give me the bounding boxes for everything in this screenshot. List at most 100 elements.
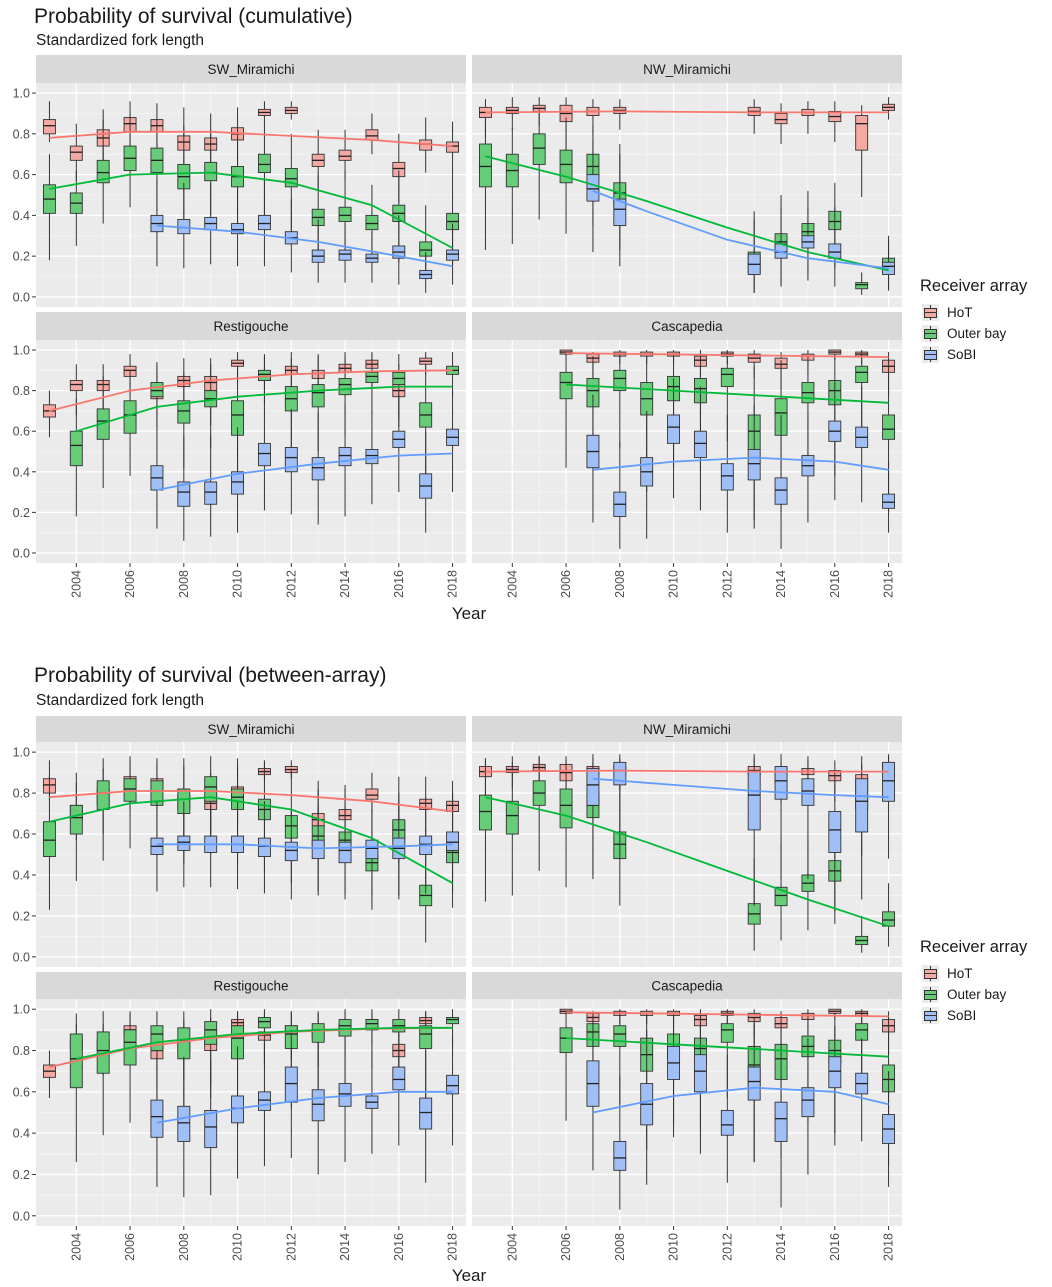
box-sobi [801,778,815,806]
y-tick-label: 0.8 [13,384,30,398]
panel-restigouche: Restigouche 0.0 0.2 0.4 0.6 0.8 1.0 2004 2006 200… [13,312,466,598]
x-axis-label: Year [452,1266,487,1285]
legend-item-sobi: SoBI [920,1005,1027,1026]
legend-item-hot: HoT [920,963,1027,984]
box-outer-bay [365,214,379,231]
facet-label: Cascapedia [651,979,723,994]
box-outer-bay [311,1023,325,1043]
chart-title: Probability of survival (cumulative) [34,5,353,28]
trend-line-sobi [592,456,889,471]
box-outer-bay [855,1023,869,1041]
box-sobi [257,837,271,857]
x-tick-label: 2006 [559,570,573,598]
chart-plot-area: SW_Miramichi 0.0 0.2 0.4 0.6 0.8 1.0 NW_Miramic… [13,55,902,623]
box-outer-bay [365,1019,379,1031]
trend-line-hot [49,130,453,147]
box-hot [69,380,83,392]
trend-line-sobi [592,1086,889,1114]
box-sobi [365,839,379,860]
box-sobi [446,1074,460,1095]
x-tick-label: 2014 [338,1233,352,1261]
box-sobi [177,1105,191,1142]
y-tick-label: 1.0 [13,746,30,760]
x-tick-label: 2004 [69,570,83,598]
box-sobi [613,198,627,227]
box-sobi [613,761,627,786]
chart-plot-area: SW_Miramichi 0.0 0.2 0.4 0.6 0.8 1.0 NW_Miramic… [13,716,902,1285]
y-tick-label: 0.8 [13,127,30,141]
facet-strip [36,55,466,83]
box-sobi [311,457,325,481]
box-sobi [257,214,271,231]
legend-key-outer-bay [922,986,939,1003]
legend-label-sobi: SoBI [947,1008,977,1023]
box-outer-bay [150,1025,164,1051]
y-tick-label: 0.2 [13,909,30,923]
y-tick-label: 1.0 [13,344,30,358]
panel-nw-miramichi: NW_Miramichi [472,716,902,967]
y-tick-label: 0.2 [13,250,30,264]
x-axis-label: Year [452,604,487,623]
facet-label: SW_Miramichi [207,722,294,737]
x-tick-label: 2004 [69,1233,83,1261]
box-sobi [720,463,734,491]
facet-strip [472,716,902,742]
x-tick-label: 2006 [123,570,137,598]
trend-line-hot [485,769,889,773]
facet-label: Restigouche [213,319,288,334]
box-sobi [338,446,352,467]
facet-strip [36,312,466,340]
facet-label: Cascapedia [651,319,723,334]
legend: Receiver array HoT Outer bay SoBI [920,938,1027,1026]
y-tick-label: 0.2 [13,1168,30,1182]
x-tick-label: 2010 [231,1233,245,1261]
y-tick-label: 0.8 [13,1044,30,1058]
y-tick-label: 0.4 [13,868,30,882]
trend-line-hot [485,110,889,114]
box-outer-bay [177,400,191,424]
box-sobi [204,481,218,505]
box-sobi [419,1097,433,1130]
box-sobi [284,841,298,862]
legend-title: Receiver array [920,277,1028,295]
box-sobi [284,1066,298,1103]
box-outer-bay [613,369,627,392]
box-sobi [882,493,896,509]
x-tick-label: 2012 [720,1233,734,1261]
box-outer-bay [69,430,83,467]
legend-item-hot: HoT [920,302,1027,323]
box-outer-bay [69,804,83,835]
box-outer-bay [446,1017,460,1025]
facet-label: SW_Miramichi [207,62,294,77]
chart-subtitle: Standardized fork length [36,692,205,709]
box-outer-bay [478,794,492,831]
trend-line-sobi [592,777,889,799]
trend-line-outer-bay [76,385,453,433]
facet-strip [36,716,466,742]
box-outer-bay [505,800,519,835]
legend-item-outer-bay: Outer bay [920,984,1027,1005]
y-tick-label: 0.0 [13,546,30,560]
x-tick-label: 2018 [882,570,896,598]
chart-between-array: Probability of survival (between-array) … [0,660,1052,1287]
facet-strip [472,972,902,999]
box-outer-bay [559,149,573,184]
y-tick-label: 0.6 [13,168,30,182]
box-outer-bay [720,1023,734,1043]
chart-title: Probability of survival (between-array) [34,664,387,687]
box-hot [42,119,56,135]
x-tick-label: 2006 [123,1233,137,1261]
panel-sw-miramichi: SW_Miramichi 0.0 0.2 0.4 0.6 0.8 1.0 [13,716,466,967]
y-tick-label: 0.4 [13,209,30,223]
box-hot [69,145,83,161]
y-tick-label: 0.2 [13,506,30,520]
box-sobi [586,768,600,806]
facet-strip [472,312,902,340]
box-sobi [446,249,460,261]
box-sobi [613,1140,627,1171]
box-sobi [338,841,352,864]
x-tick-label: 2008 [613,570,627,598]
box-sobi [231,223,245,235]
box-sobi [828,811,842,853]
legend: Receiver array HoT Outer bay SoBI [920,277,1027,365]
